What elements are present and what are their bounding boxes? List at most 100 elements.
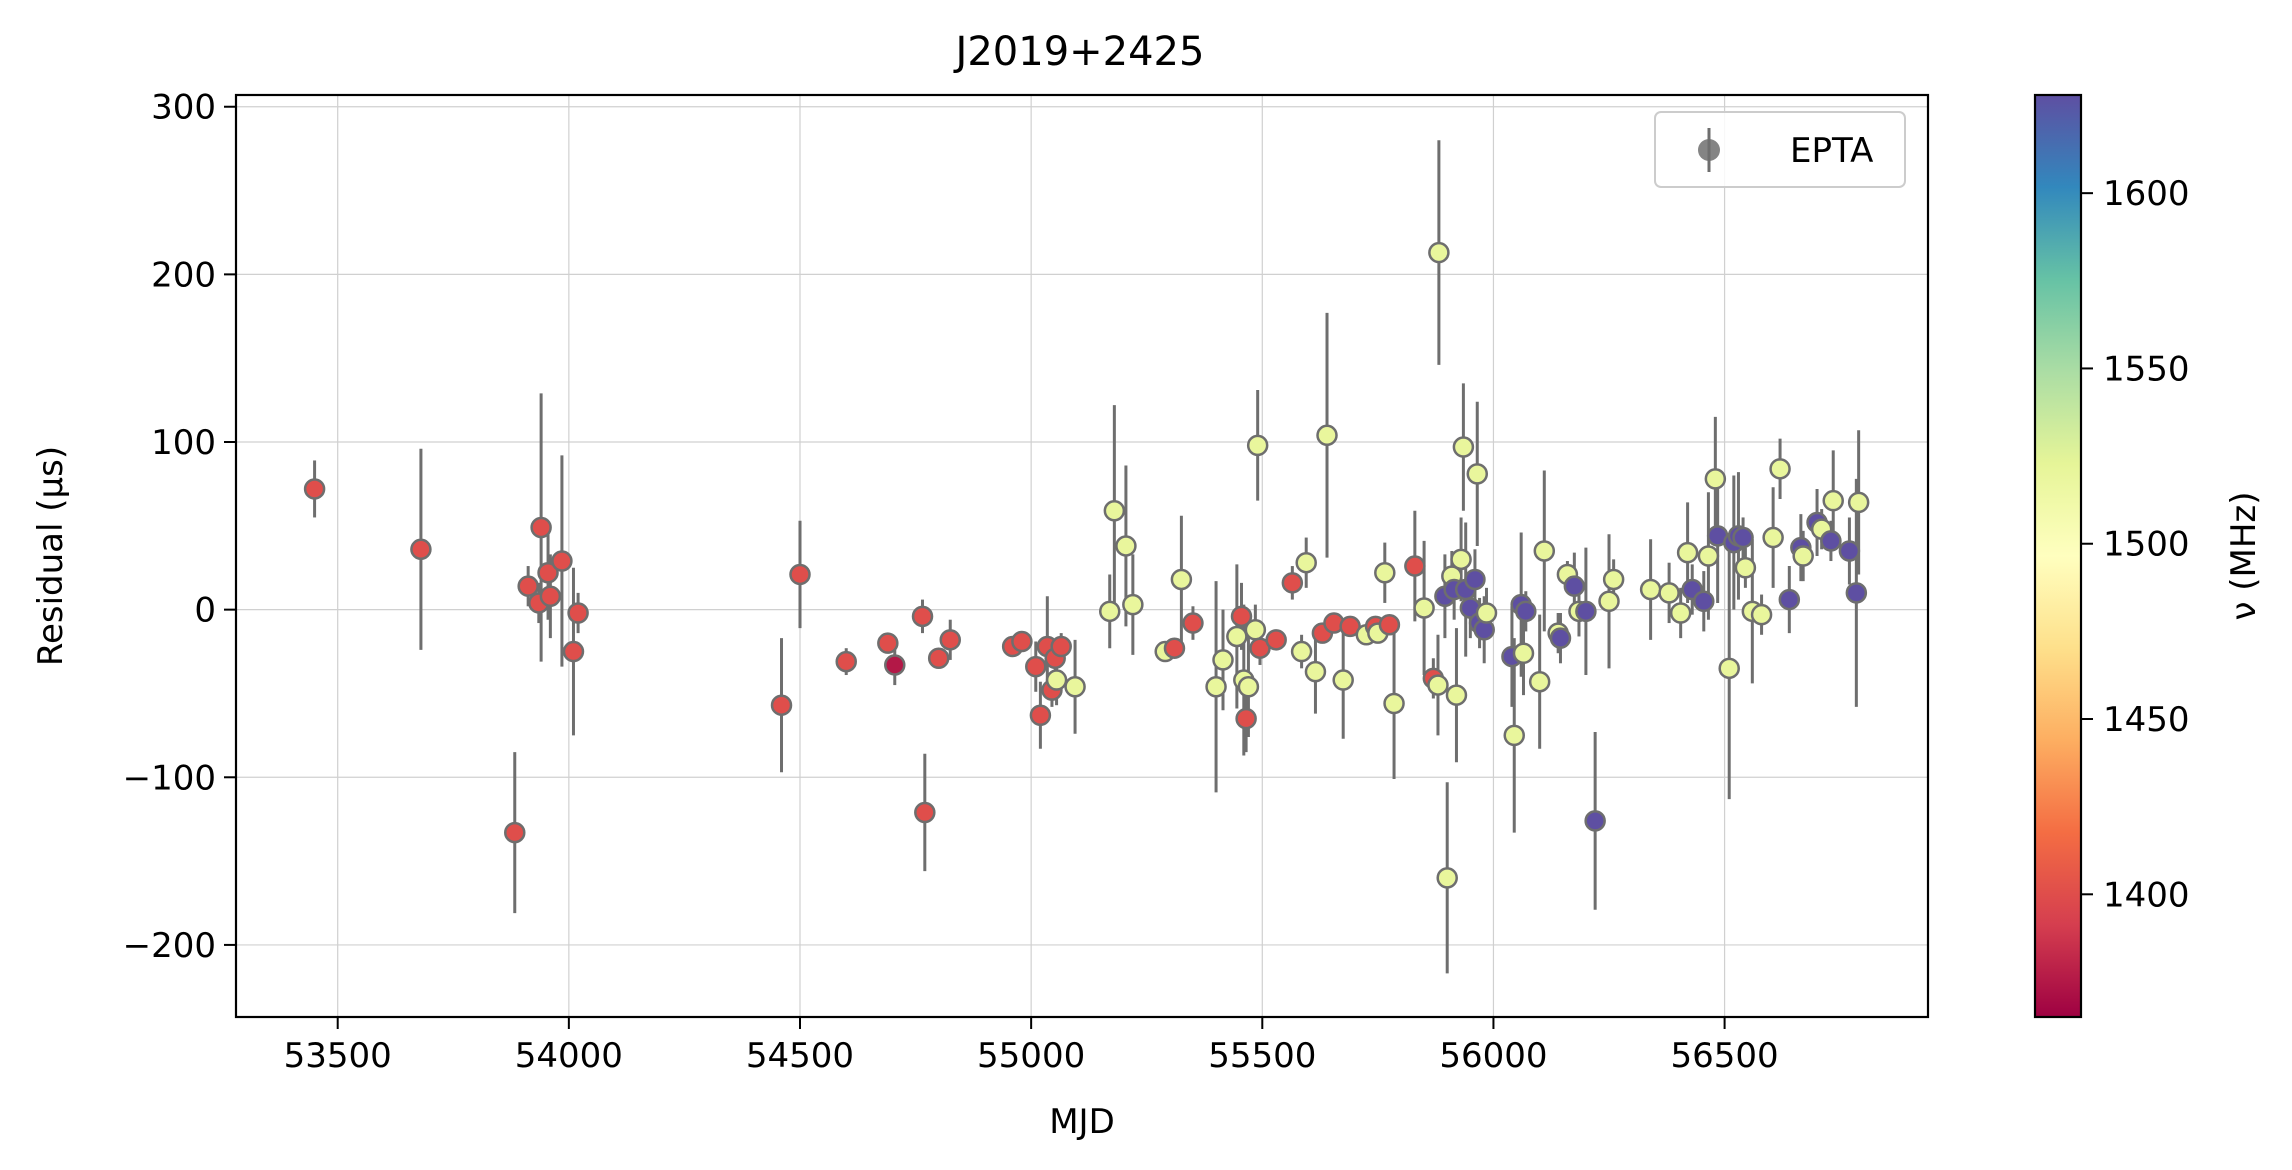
data-point [1427, 674, 1449, 696]
data-point [1750, 603, 1773, 626]
data-point [1464, 568, 1486, 591]
legend-marker [1698, 139, 1720, 161]
data-point [1450, 548, 1472, 571]
data-point [1549, 627, 1572, 649]
data-point [1029, 704, 1052, 727]
data-point [1639, 578, 1662, 601]
data-point [1045, 669, 1068, 691]
data-point [1170, 568, 1193, 591]
data-point [1676, 541, 1699, 564]
data-point [303, 478, 326, 500]
data-point [1466, 463, 1489, 485]
data-point [939, 629, 961, 651]
data-point [1845, 582, 1868, 604]
data-point [1602, 568, 1625, 591]
data-point [1212, 649, 1234, 671]
x-tick-label: 56000 [1439, 1036, 1547, 1076]
data-point [1669, 602, 1692, 624]
data-point [1847, 491, 1870, 514]
data-point [911, 605, 934, 628]
data-point [1445, 684, 1468, 706]
data-point [1230, 605, 1253, 628]
data-point [1205, 676, 1227, 698]
data-point [1332, 669, 1354, 691]
data-point [1098, 600, 1121, 623]
legend-box [1654, 111, 1906, 188]
data-point [1011, 630, 1033, 653]
data-point [1693, 590, 1715, 613]
data-point [1563, 575, 1586, 597]
x-tick-label: 55500 [1208, 1036, 1316, 1076]
y-tick-label: 300 [151, 88, 216, 128]
data-point [1050, 635, 1072, 658]
y-tick-label: 100 [151, 423, 216, 463]
x-tick-label: 53500 [284, 1036, 392, 1076]
data-point [410, 538, 432, 561]
data-point [517, 575, 539, 597]
data-point [1316, 424, 1338, 447]
data-point [1163, 637, 1186, 659]
data-point [537, 562, 559, 584]
y-tick-label: −200 [123, 926, 216, 966]
y-axis-label: Residual (μs) [31, 446, 71, 666]
data-point [1475, 602, 1498, 624]
colorbar-label: ν (MHz) [2224, 491, 2264, 620]
data-point [1734, 556, 1757, 579]
plot-frame [234, 93, 1930, 1019]
colorbar-tick-label: 1550 [2103, 349, 2190, 389]
data-point [1383, 692, 1405, 715]
data-point [1515, 600, 1537, 623]
colorbar-tick-label: 1400 [2103, 875, 2190, 915]
data-point [551, 550, 573, 572]
y-tick-label: 200 [151, 255, 216, 295]
data-point [1122, 593, 1144, 616]
colorbar-tick-label: 1600 [2103, 174, 2190, 214]
data-point [1246, 434, 1269, 457]
data-point [1295, 551, 1317, 574]
data-point [1820, 530, 1842, 552]
data-point [1378, 613, 1401, 636]
axis-ticks: 53500 54000 54500 55000 55500 56000 56500 −200 −… [123, 88, 1779, 1076]
y-tick-label: 0 [194, 591, 216, 631]
data-point [1704, 468, 1727, 490]
data-point [877, 632, 899, 654]
data-point [1265, 629, 1287, 651]
x-tick-label: 56500 [1671, 1036, 1779, 1076]
data-point [1452, 436, 1475, 458]
data-point [1838, 540, 1861, 562]
data-point [567, 602, 589, 624]
x-tick-label: 54000 [515, 1036, 623, 1076]
colorbar: 1400 1450 1500 1550 1600 ν (MHz) [2033, 93, 2264, 1019]
data-point [1697, 545, 1720, 567]
legend-label: EPTA [1790, 131, 1873, 171]
chart-title: J2019+2425 [953, 29, 1205, 75]
data-point [1533, 540, 1556, 562]
legend: EPTA [1654, 111, 1906, 188]
data-point [1792, 545, 1814, 567]
data-point [1822, 489, 1844, 512]
data-point [1658, 582, 1680, 604]
data-point [1413, 597, 1435, 619]
data-point [1290, 640, 1313, 663]
x-tick-label: 55000 [977, 1036, 1085, 1076]
data-point [1575, 600, 1597, 623]
data-point [914, 801, 936, 824]
data-points [303, 140, 1870, 974]
data-point [530, 516, 552, 539]
data-point [1304, 660, 1327, 683]
x-tick-label: 54500 [746, 1036, 854, 1076]
data-point [770, 694, 793, 716]
data-point [1235, 707, 1257, 730]
data-point [1064, 676, 1086, 698]
data-point [1374, 562, 1396, 584]
data-point [1528, 670, 1551, 693]
colorbar-gradient [2033, 93, 2083, 1019]
data-point [927, 647, 950, 670]
data-point [1115, 535, 1137, 557]
data-point [835, 650, 857, 673]
data-point [1436, 867, 1458, 889]
data-point [1428, 241, 1450, 264]
data-point [789, 563, 811, 586]
data-point [1512, 642, 1535, 664]
